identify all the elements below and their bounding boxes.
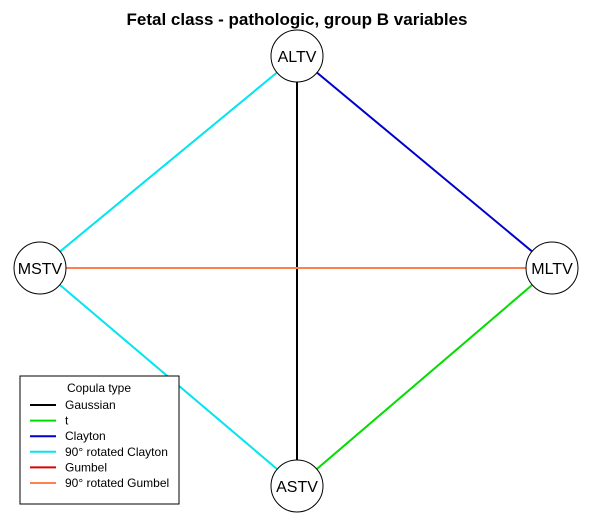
legend-item-clayton: Clayton — [30, 429, 106, 443]
legend-label: t — [65, 414, 69, 428]
node-circle — [270, 29, 324, 83]
node-circle — [525, 241, 579, 295]
node-altv: ALTV — [270, 29, 324, 83]
node-astv: ASTV — [270, 459, 324, 513]
node-mstv: MSTV — [13, 241, 67, 295]
node-circle — [13, 241, 67, 295]
diagram-title: Fetal class - pathologic, group B variab… — [126, 10, 467, 29]
edge-altv-mstv — [39, 55, 298, 269]
legend-item-gumbel: Gumbel — [30, 460, 107, 474]
node-circle — [270, 459, 324, 513]
legend-item-90-rotated-clayton: 90° rotated Clayton — [30, 445, 168, 459]
legend-label: 90° rotated Clayton — [65, 445, 168, 459]
node-label: ALTV — [278, 49, 317, 66]
legend-title: Copula type — [67, 381, 131, 395]
node-layer: ALTV MSTV MLTV ASTV — [13, 29, 579, 513]
node-label: ASTV — [276, 479, 318, 496]
edge-altv-mltv — [296, 55, 553, 269]
node-label: MSTV — [18, 261, 63, 278]
legend-label: Gumbel — [65, 460, 107, 474]
legend-label: Clayton — [65, 429, 106, 443]
legend-item-gaussian: Gaussian — [30, 398, 116, 412]
legend-label: Gaussian — [65, 398, 116, 412]
legend-item-90-rotated-gumbel: 90° rotated Gumbel — [30, 476, 169, 490]
legend-item-t: t — [30, 414, 69, 428]
edge-mltv-astv — [296, 267, 553, 487]
edge-layer — [39, 55, 553, 487]
node-mltv: MLTV — [525, 241, 579, 295]
node-label: MLTV — [531, 261, 573, 278]
legend-label: 90° rotated Gumbel — [65, 476, 169, 490]
